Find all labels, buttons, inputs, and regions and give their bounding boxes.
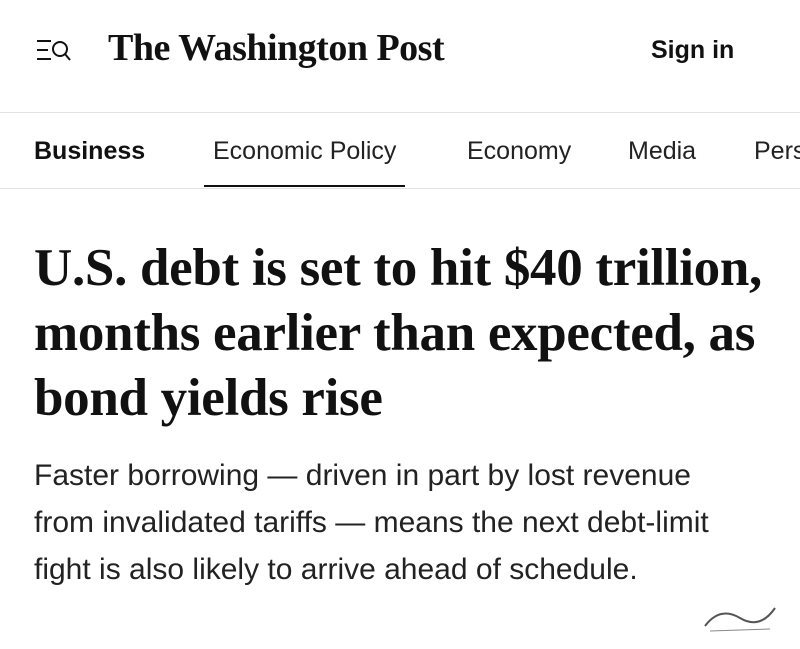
nav-item[interactable]: Media [628, 137, 697, 165]
watermark [704, 607, 776, 632]
section-nav: Business Economic Policy Economy Media Pers [0, 113, 800, 189]
headline: U.S. debt is set to hit $40 trillion, mo… [34, 239, 762, 427]
nav-item[interactable]: Business [34, 137, 146, 165]
menu-search-icon[interactable] [36, 38, 72, 66]
sign-in-button[interactable]: Sign in [651, 36, 735, 64]
logo[interactable]: The Washington Post [108, 27, 445, 69]
nav-item[interactable]: Economy [467, 137, 572, 165]
active-underline [204, 185, 405, 187]
nav-item[interactable]: Economic Policy [213, 137, 397, 165]
nav-item[interactable]: Pers [754, 137, 800, 165]
site-header: The Washington Post Sign in [0, 0, 800, 113]
subheadline: Faster borrowing — driven in part by los… [34, 459, 709, 586]
